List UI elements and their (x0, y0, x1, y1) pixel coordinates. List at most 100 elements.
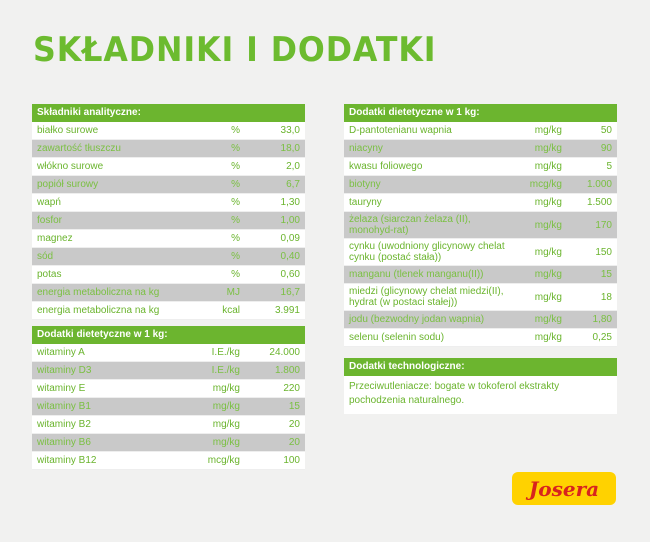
table-row: żelaza (siarczan żelaza (II), monohyd-ra… (344, 212, 617, 239)
value: 20 (288, 437, 300, 448)
table-row: cynku (uwodniony glicynowy chelat cynku … (344, 239, 617, 266)
unit: mg/kg (212, 419, 240, 430)
value: 24.000 (269, 347, 300, 358)
value: 33,0 (280, 125, 300, 136)
table-row: energia metaboliczna na kg kcal 3.991 (32, 302, 305, 320)
value: 90 (600, 143, 612, 154)
table-row: witaminy B6 mg/kg 20 (32, 434, 305, 452)
nutrient-name: witaminy D3 (37, 365, 92, 376)
nutrient-name: włókno surowe (37, 161, 104, 172)
unit: mg/kg (212, 437, 240, 448)
table-header: Dodatki dietetyczne w 1 kg: (344, 104, 617, 122)
nutrient-name: witaminy E (37, 383, 86, 394)
unit: % (231, 197, 240, 208)
unit: % (231, 143, 240, 154)
unit: mg/kg (534, 246, 562, 258)
table-row: witaminy B2 mg/kg 20 (32, 416, 305, 434)
unit: mcg/kg (529, 179, 562, 190)
nutrient-name: manganu (tlenek manganu(II)) (349, 269, 484, 280)
table-row: niacyny mg/kg 90 (344, 140, 617, 158)
unit: mg/kg (212, 401, 240, 412)
table-row: potas% 0,60 (32, 266, 305, 284)
nutrient-name: biotyny (349, 179, 381, 190)
dietary-table: Dodatki dietetyczne w 1 kg: D-pantotenia… (344, 104, 617, 347)
nutrient-name: selenu (selenin sodu) (349, 332, 445, 343)
value: 1.500 (586, 197, 612, 208)
table-row: witaminy D3 I.E./kg 1.800 (32, 362, 305, 380)
nutrient-name: popiół surowy (37, 179, 99, 190)
unit: MJ (226, 287, 240, 298)
value: 1,30 (280, 197, 300, 208)
page-title: SKŁADNIKI I DODATKI (33, 30, 437, 70)
value: 220 (283, 383, 300, 394)
value: 170 (595, 219, 612, 231)
value: 15 (288, 401, 300, 412)
table-row: kwasu foliowego mg/kg 5 (344, 158, 617, 176)
nutrient-name: magnez (37, 233, 73, 244)
nutrient-name: wapń (37, 197, 61, 208)
value: 3.991 (274, 305, 300, 316)
unit: mg/kg (534, 219, 562, 231)
table-row: manganu (tlenek manganu(II)) mg/kg 15 (344, 266, 617, 284)
analytical-table: Składniki analityczne: białko surowe% 33,… (32, 104, 305, 320)
nutrient-name: energia metaboliczna na kg (37, 305, 160, 316)
technological-table: Dodatki technologiczne: Przeciwutleniacz… (344, 358, 617, 414)
table-row: włókno surowe% 2,0 (32, 158, 305, 176)
value: 18,0 (280, 143, 300, 154)
unit: mg/kg (534, 269, 562, 280)
table-row: witaminy E mg/kg 220 (32, 380, 305, 398)
table-header: Składniki analityczne: (32, 104, 305, 122)
nutrient-name: sód (37, 251, 54, 262)
table-row: witaminy A I.E./kg 24.000 (32, 344, 305, 362)
unit: mg/kg (534, 125, 562, 136)
value: 1.000 (586, 179, 612, 190)
value: 1,80 (592, 314, 612, 325)
vitamins-table: Dodatki dietetyczne w 1 kg: witaminy A I.… (32, 326, 305, 470)
table-header: Dodatki dietetyczne w 1 kg: (32, 326, 305, 344)
nutrient-name: fosfor (37, 215, 63, 226)
table-row: selenu (selenin sodu) mg/kg 0,25 (344, 329, 617, 347)
value: 20 (288, 419, 300, 430)
value: 50 (600, 125, 612, 136)
unit: mg/kg (534, 314, 562, 325)
table-row: fosfor% 1,00 (32, 212, 305, 230)
unit: I.E./kg (211, 365, 240, 376)
value: 16,7 (280, 287, 300, 298)
unit: mg/kg (212, 383, 240, 394)
unit: mg/kg (534, 143, 562, 154)
unit: % (231, 269, 240, 280)
table-row: białko surowe% 33,0 (32, 122, 305, 140)
value: 2,0 (286, 161, 300, 172)
unit: kcal (222, 305, 240, 316)
nutrient-name: witaminy B6 (37, 437, 91, 448)
table-row: zawartość tłuszczu% 18,0 (32, 140, 305, 158)
unit: % (231, 161, 240, 172)
technological-text: Przeciwutleniacze: bogate w tokoferol ek… (349, 381, 560, 406)
value: 6,7 (286, 179, 300, 190)
nutrient-name: cynku (uwodniony glicynowy chelat cynku … (349, 241, 505, 263)
table-row: jodu (bezwodny jodan wapnia) mg/kg 1,80 (344, 311, 617, 329)
table-row: magnez% 0,09 (32, 230, 305, 248)
nutrient-name: białko surowe (37, 125, 99, 136)
unit: mg/kg (534, 161, 562, 172)
unit: mg/kg (534, 197, 562, 208)
table-row: witaminy B1 mg/kg 15 (32, 398, 305, 416)
josera-logo: Josera (512, 472, 616, 505)
nutrient-name: witaminy B1 (37, 401, 91, 412)
value: 150 (595, 246, 612, 258)
value: 18 (600, 291, 612, 303)
value: 0,09 (280, 233, 300, 244)
value: 1.800 (274, 365, 300, 376)
unit: mcg/kg (207, 455, 240, 466)
table-row: biotyny mcg/kg 1.000 (344, 176, 617, 194)
table-row: D-pantotenianu wapnia mg/kg 50 (344, 122, 617, 140)
nutrient-name: potas (37, 269, 62, 280)
value: 0,60 (280, 269, 300, 280)
value: 1,00 (280, 215, 300, 226)
table-row: tauryny mg/kg 1.500 (344, 194, 617, 212)
value: 0,40 (280, 251, 300, 262)
unit: % (231, 215, 240, 226)
unit: I.E./kg (211, 347, 240, 358)
value: 0,25 (592, 332, 612, 343)
table-row: miedzi (glicynowy chelat miedzi(II), hyd… (344, 284, 617, 311)
